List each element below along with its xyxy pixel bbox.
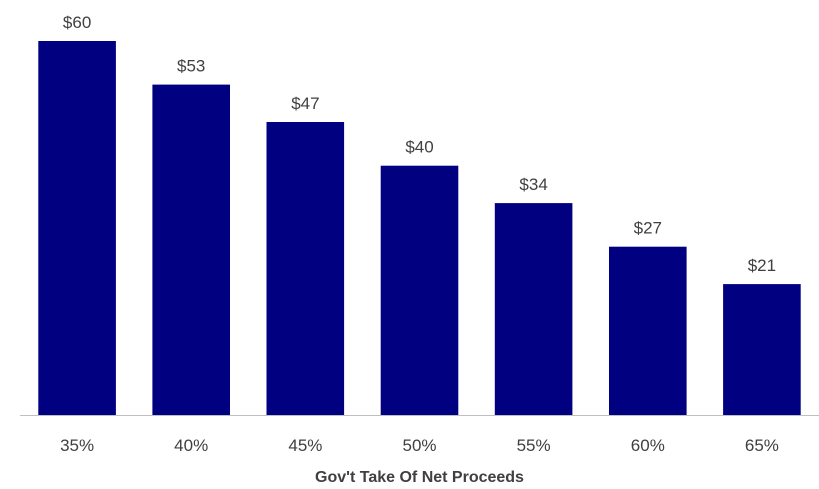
x-axis-title: Gov't Take Of Net Proceeds [315, 469, 524, 486]
x-tick-label: 65% [745, 436, 779, 455]
x-tick-label: 45% [288, 436, 322, 455]
bar-55pct [494, 203, 573, 415]
x-tick-label: 50% [402, 436, 436, 455]
bar-value-label: $47 [291, 94, 319, 113]
value-labels-layer: $60 $53 $47 $40 $34 $27 $21 [63, 13, 776, 275]
bar-50pct [380, 165, 459, 415]
bar-45pct [266, 122, 345, 415]
bar-value-label: $53 [177, 57, 205, 76]
bar-value-label: $60 [63, 13, 91, 32]
x-tick-label: 60% [631, 436, 665, 455]
x-tick-label: 40% [174, 436, 208, 455]
bar-value-label: $40 [405, 138, 433, 157]
bar-35pct [38, 41, 116, 415]
bar-value-label: $27 [634, 219, 662, 238]
bar-value-label: $34 [519, 175, 547, 194]
bar-60pct [609, 246, 687, 415]
x-tick-label: 35% [60, 436, 94, 455]
bar-65pct [723, 284, 801, 415]
bars-layer [38, 41, 801, 415]
x-tick-label: 55% [517, 436, 551, 455]
bar-40pct [152, 84, 230, 415]
x-tick-labels: 35% 40% 45% 50% 55% 60% 65% [60, 436, 779, 455]
bar-value-label: $21 [748, 256, 776, 275]
